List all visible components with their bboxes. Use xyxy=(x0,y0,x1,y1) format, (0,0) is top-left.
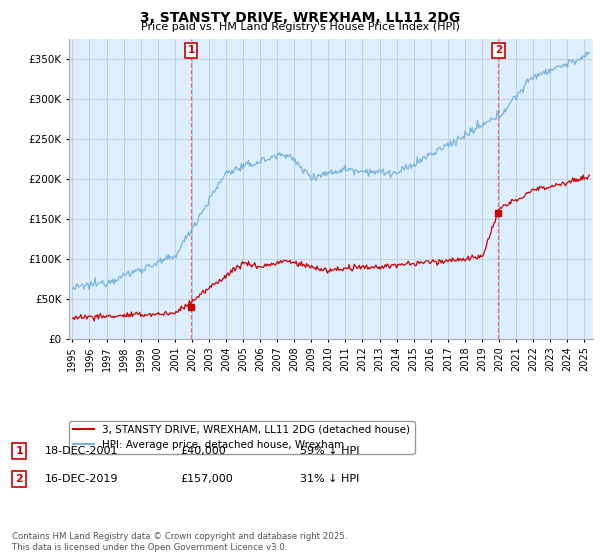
Text: 3, STANSTY DRIVE, WREXHAM, LL11 2DG: 3, STANSTY DRIVE, WREXHAM, LL11 2DG xyxy=(140,11,460,25)
Text: Contains HM Land Registry data © Crown copyright and database right 2025.
This d: Contains HM Land Registry data © Crown c… xyxy=(12,532,347,552)
Text: 18-DEC-2001: 18-DEC-2001 xyxy=(45,446,119,456)
Text: 31% ↓ HPI: 31% ↓ HPI xyxy=(300,474,359,484)
Legend: 3, STANSTY DRIVE, WREXHAM, LL11 2DG (detached house), HPI: Average price, detach: 3, STANSTY DRIVE, WREXHAM, LL11 2DG (det… xyxy=(69,421,415,454)
Text: 16-DEC-2019: 16-DEC-2019 xyxy=(45,474,119,484)
Text: Price paid vs. HM Land Registry's House Price Index (HPI): Price paid vs. HM Land Registry's House … xyxy=(140,22,460,32)
Text: 1: 1 xyxy=(188,45,195,55)
Text: £40,000: £40,000 xyxy=(180,446,226,456)
Text: 59% ↓ HPI: 59% ↓ HPI xyxy=(300,446,359,456)
Text: £157,000: £157,000 xyxy=(180,474,233,484)
Text: 2: 2 xyxy=(494,45,502,55)
Text: 1: 1 xyxy=(16,446,23,456)
Text: 2: 2 xyxy=(16,474,23,484)
